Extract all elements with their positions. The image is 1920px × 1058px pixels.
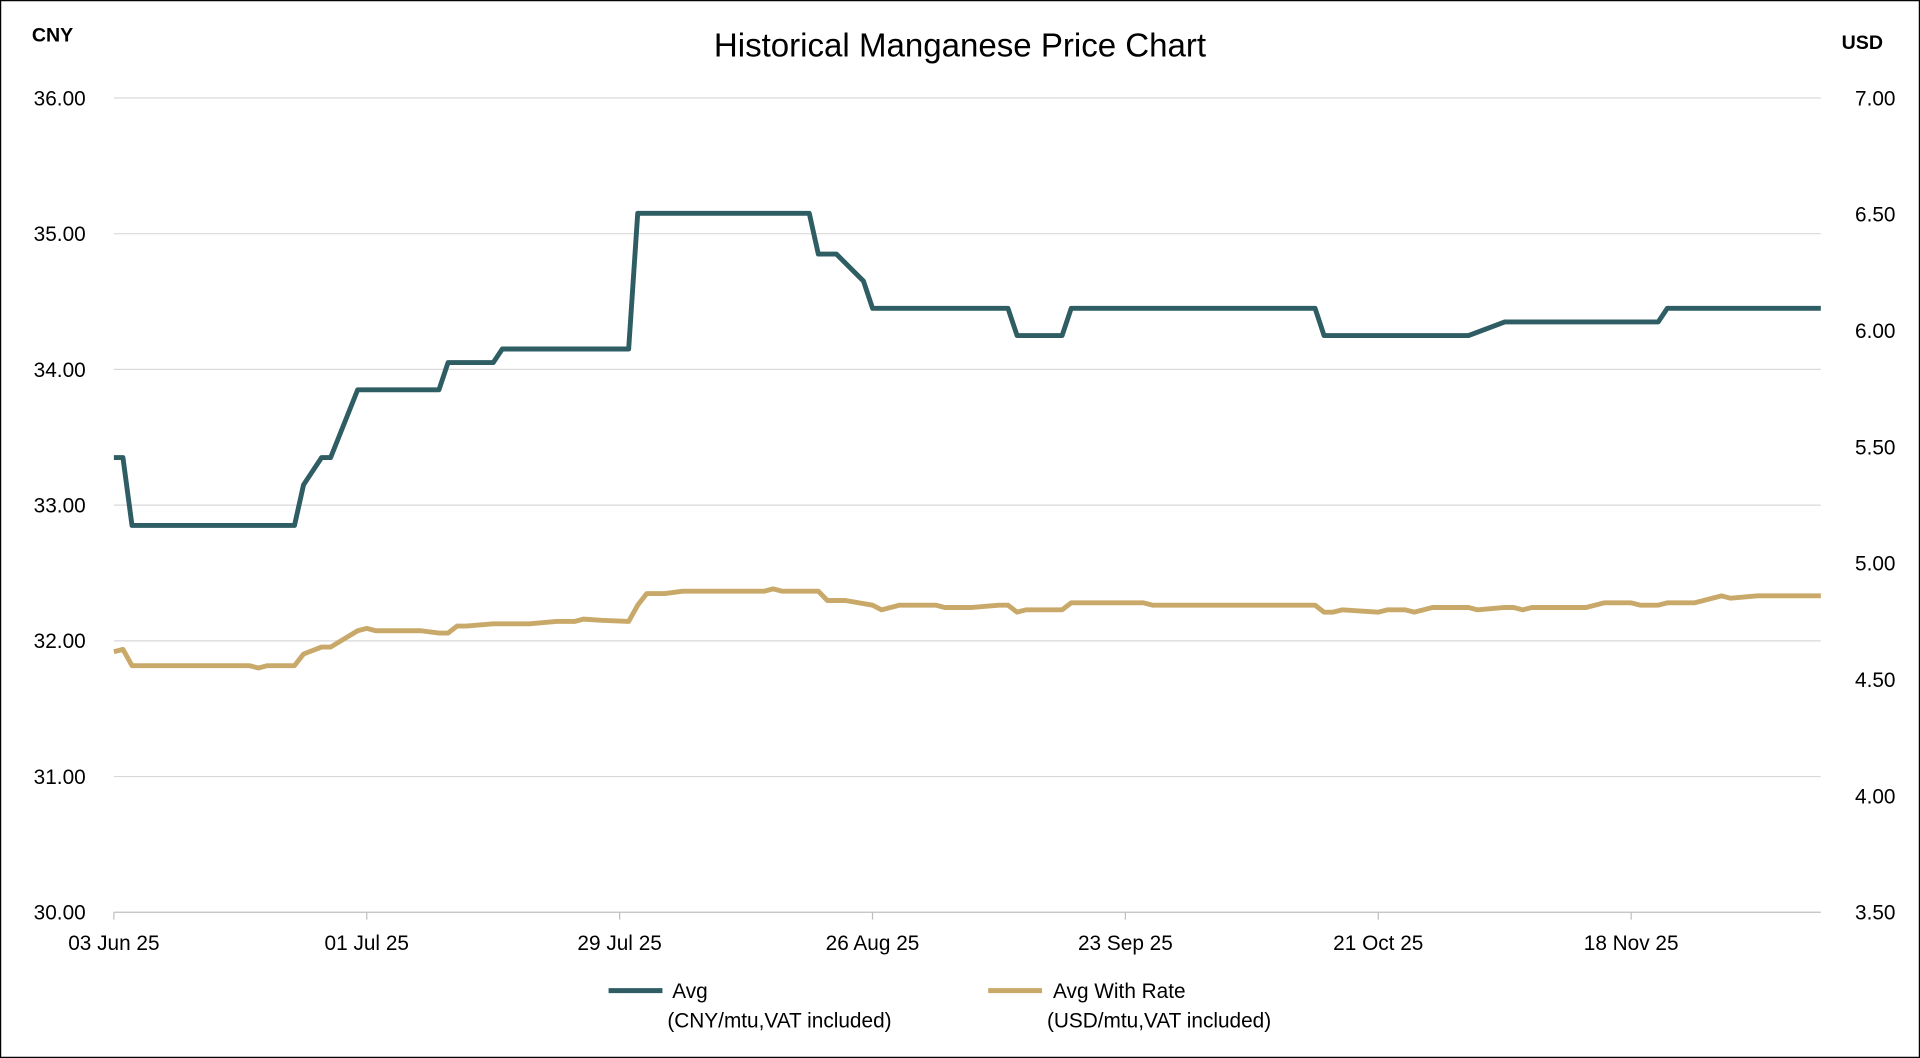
x-tick-label: 23 Sep 25 xyxy=(1078,932,1173,955)
left-tick-label: 33.00 xyxy=(34,494,86,517)
right-tick-label: 7.00 xyxy=(1855,87,1895,110)
left-tick-label: 35.00 xyxy=(34,223,86,246)
left-axis-title: CNY xyxy=(32,25,73,47)
x-tick-label: 18 Nov 25 xyxy=(1584,932,1679,955)
right-tick-label: 4.50 xyxy=(1855,669,1895,692)
left-tick-label: 30.00 xyxy=(34,902,86,925)
right-tick-label: 5.00 xyxy=(1855,553,1895,576)
right-axis-ticks: 3.50 4.00 4.50 5.00 5.50 6.00 6.50 7.00 xyxy=(1855,87,1895,924)
legend-unit-avg-with-rate: (USD/mtu,VAT included) xyxy=(1047,1009,1271,1032)
right-axis-title: USD xyxy=(1842,32,1883,54)
x-axis-ticks: 03 Jun 25 01 Jul 25 29 Jul 25 26 Aug 25 23 S… xyxy=(68,912,1679,955)
legend-unit-avg: (CNY/mtu,VAT included) xyxy=(667,1009,891,1032)
series-lines xyxy=(113,210,1821,671)
gridlines xyxy=(113,97,1821,913)
x-tick-label: 03 Jun 25 xyxy=(68,932,159,955)
legend-label-avg: Avg xyxy=(672,980,707,1003)
right-tick-label: 3.50 xyxy=(1855,902,1895,925)
series-line-avg xyxy=(113,210,1821,528)
x-tick-label: 21 Oct 25 xyxy=(1333,932,1423,955)
x-tick-label: 01 Jul 25 xyxy=(325,932,409,955)
series-line-avg-with-rate xyxy=(113,586,1821,671)
x-tick-label: 29 Jul 25 xyxy=(577,932,661,955)
legend-label-avg-with-rate: Avg With Rate xyxy=(1053,980,1186,1003)
left-tick-label: 31.00 xyxy=(34,766,86,789)
right-tick-label: 4.00 xyxy=(1855,785,1895,808)
left-tick-label: 36.00 xyxy=(34,87,86,110)
left-axis-ticks: 30.00 31.00 32.00 33.00 34.00 35.00 36.00 xyxy=(34,87,86,924)
left-tick-label: 34.00 xyxy=(34,359,86,382)
x-tick-label: 26 Aug 25 xyxy=(826,932,920,955)
right-tick-label: 6.50 xyxy=(1855,204,1895,227)
chart-title: Historical Manganese Price Chart xyxy=(714,27,1206,64)
right-tick-label: 6.00 xyxy=(1855,320,1895,343)
left-tick-label: 32.00 xyxy=(34,630,86,653)
legend: Avg (CNY/mtu,VAT included) Avg With Rate… xyxy=(608,980,1271,1032)
right-tick-label: 5.50 xyxy=(1855,436,1895,459)
